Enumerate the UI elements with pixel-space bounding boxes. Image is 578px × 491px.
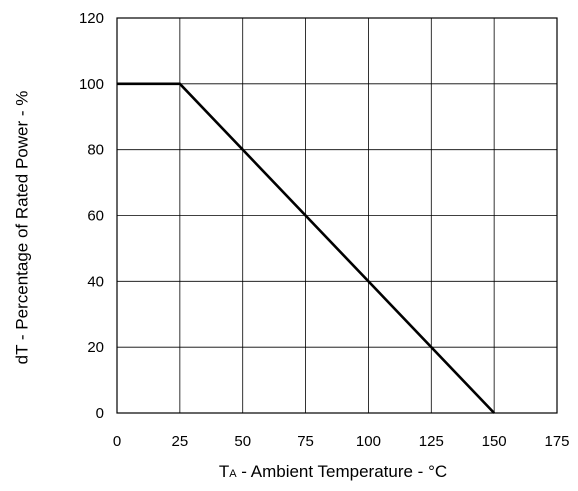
series-line-0 — [117, 82, 496, 414]
x-tick-labels: 0 25 50 75 100 125 150 175 — [113, 433, 570, 450]
y-tick-label-60: 60 — [87, 208, 104, 225]
grid-lines — [117, 18, 557, 413]
x-tick-label-0: 0 — [113, 433, 121, 450]
y-tick-label-120: 120 — [79, 10, 104, 27]
x-tick-label-25: 25 — [172, 433, 189, 450]
x-tick-label-175: 175 — [544, 433, 569, 450]
x-tick-label-150: 150 — [482, 433, 507, 450]
y-tick-label-40: 40 — [87, 273, 104, 290]
y-tick-label-20: 20 — [87, 339, 104, 356]
plot-frame — [116, 17, 558, 414]
series-layer — [117, 82, 496, 414]
x-axis-label-rest: - Ambient Temperature - °C — [237, 462, 448, 481]
y-tick-label-100: 100 — [79, 76, 104, 93]
y-tick-label-0: 0 — [96, 405, 104, 422]
x-tick-label-125: 125 — [419, 433, 444, 450]
x-axis-label-subscript: A — [229, 468, 237, 480]
x-tick-label-75: 75 — [297, 433, 314, 450]
x-axis-label-main: T — [219, 462, 229, 481]
y-axis-label: dT - Percentage of Rated Power - % — [12, 91, 31, 365]
x-tick-label-50: 50 — [234, 433, 251, 450]
y-tick-labels: 0 20 40 60 80 100 120 — [79, 10, 104, 422]
y-tick-label-80: 80 — [87, 142, 104, 159]
x-axis-label: TA - Ambient Temperature - °C — [219, 462, 447, 481]
x-tick-label-100: 100 — [356, 433, 381, 450]
